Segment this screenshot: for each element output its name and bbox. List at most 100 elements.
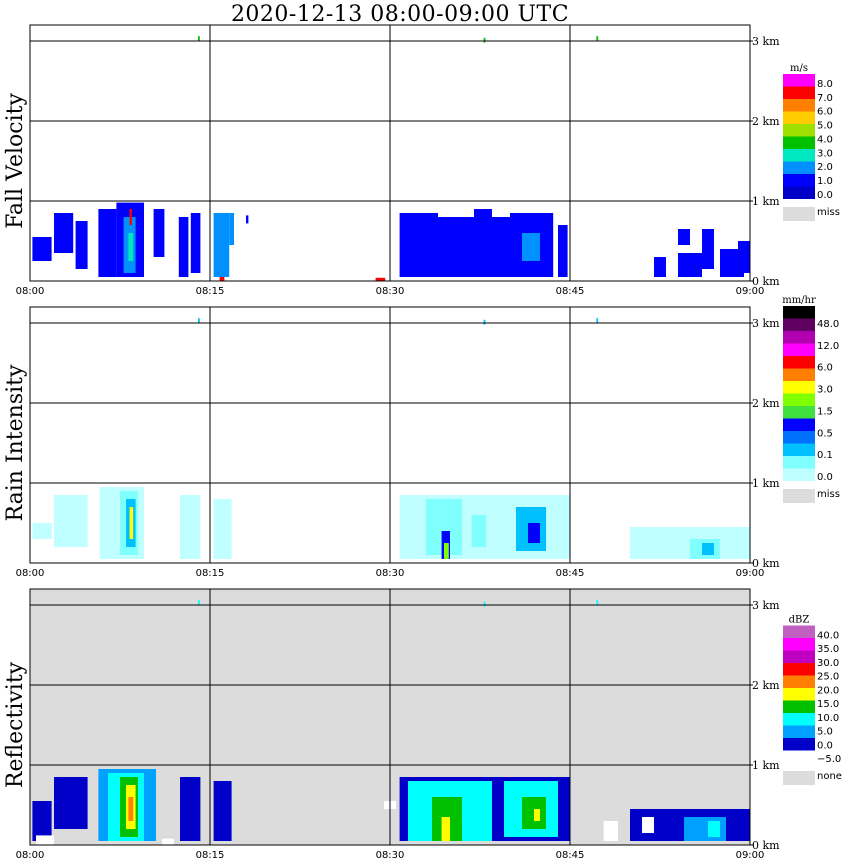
- height-tick-3-km: 3 km: [752, 599, 780, 612]
- fall-velocity-echo-7: [129, 209, 132, 225]
- rain-intensity-panel: 08:00 08:15 08:30 08:45 09:000 km 1 km 2 km 3 k…: [3, 295, 840, 579]
- reflectivity-echo-6: [128, 797, 134, 821]
- height-tick-3-km: 3 km: [752, 317, 780, 330]
- rain-intensity-echo-14: [471, 515, 486, 547]
- x-tick-08-00: 08:00: [16, 286, 45, 297]
- fall-velocity-axis-label: Fall Velocity: [3, 93, 28, 229]
- x-tick-08-30: 08:30: [376, 568, 405, 579]
- fall-velocity-echo-16: [474, 209, 492, 277]
- fall-velocity-legend-swatch-7: [783, 161, 815, 174]
- fall-velocity-legend-units: m/s: [790, 63, 808, 74]
- height-tick-2-km: 2 km: [752, 397, 780, 410]
- reflectivity-legend-swatch-6: [783, 700, 815, 713]
- reflectivity-legend-swatch-8: [783, 725, 815, 738]
- rain-intensity-legend-swatch-6: [783, 381, 815, 394]
- height-tick-0-km: 0 km: [752, 557, 780, 570]
- rain-intensity-echo-6: [180, 495, 201, 559]
- fall-velocity-echo-1: [54, 213, 74, 253]
- fall-velocity-echo-24: [702, 229, 714, 269]
- rain-intensity-legend-swatch-5: [783, 368, 815, 381]
- height-tick-2-km: 2 km: [752, 115, 780, 128]
- fall-velocity-legend-swatch-6: [783, 149, 815, 162]
- fall-velocity-echo-6: [128, 233, 134, 261]
- fall-velocity-frame: [29, 24, 751, 282]
- fall-velocity-legend-swatch-1: [783, 86, 815, 99]
- reflectivity-echo-8: [213, 781, 232, 841]
- reflectivity-echo-26: [596, 600, 599, 605]
- reflectivity-legend-label-2: 30.0: [817, 658, 839, 669]
- x-tick-08-00: 08:00: [16, 850, 45, 861]
- reflectivity-echo-7: [180, 777, 201, 841]
- x-tick-09-00: 09:00: [736, 568, 765, 579]
- rain-intensity-legend-swatch-11: [783, 443, 815, 456]
- height-tick-1-km: 1 km: [752, 759, 780, 772]
- reflectivity-echo-1: [54, 777, 88, 829]
- reflectivity-legend-swatch-0: [783, 625, 815, 638]
- chart-title: 2020-12-13 08:00-09:00 UTC: [230, 2, 570, 27]
- reflectivity-legend-label-9: −5.0: [817, 754, 841, 765]
- x-tick-09-00: 09:00: [736, 850, 765, 861]
- rain-intensity-echo-13: [528, 523, 540, 543]
- height-tick-0-km: 0 km: [752, 275, 780, 288]
- x-tick-09-00: 09:00: [736, 286, 765, 297]
- fall-velocity-echo-23: [678, 229, 690, 245]
- reflectivity-legend-swatch-9: [783, 738, 815, 751]
- rain-intensity-legend-swatch-10: [783, 431, 815, 444]
- fall-velocity-legend-label-1: 7.0: [817, 93, 833, 104]
- x-tick-08-30: 08:30: [376, 286, 405, 297]
- x-tick-08-15: 08:15: [196, 286, 225, 297]
- rain-intensity-legend-swatch-13: [783, 468, 815, 481]
- fall-velocity-echo-17: [492, 217, 510, 277]
- reflectivity-panel: 08:00 08:15 08:30 08:45 09:000 km 1 km 2 km 3 k…: [3, 588, 842, 861]
- reflectivity-frame: [29, 588, 751, 846]
- reflectivity-legend-units: dBZ: [789, 615, 810, 626]
- rain-intensity-legend-label-4: 1.5: [817, 406, 833, 417]
- fall-velocity-echo-9: [178, 217, 189, 277]
- reflectivity-legend-missing-label: none: [817, 771, 842, 782]
- fall-velocity-legend-label-7: 1.0: [817, 176, 833, 187]
- fall-velocity-echo-13: [246, 215, 249, 224]
- fall-velocity-legend-label-6: 2.0: [817, 162, 833, 173]
- x-tick-08-15: 08:15: [196, 850, 225, 861]
- rain-intensity-legend-label-7: 0.0: [817, 472, 833, 483]
- fall-velocity-echo-0: [32, 237, 52, 261]
- height-tick-1-km: 1 km: [752, 195, 780, 208]
- reflectivity-echo-0: [32, 801, 52, 841]
- fall-velocity-echo-22: [678, 253, 702, 277]
- reflectivity-echo-25: [483, 601, 486, 607]
- fall-velocity-echo-8: [153, 209, 165, 257]
- rain-intensity-legend-swatch-1: [783, 318, 815, 331]
- reflectivity-echo-15: [534, 809, 540, 821]
- reflectivity-echo-23: [642, 817, 654, 833]
- fall-velocity-echo-30: [483, 37, 486, 43]
- rain-intensity-legend-label-0: 48.0: [817, 319, 839, 330]
- x-tick-08-30: 08:30: [376, 850, 405, 861]
- fall-velocity-echo-29: [198, 36, 200, 41]
- reflectivity-echo-22: [603, 821, 618, 841]
- rain-intensity-legend-missing-swatch: [783, 489, 815, 503]
- reflectivity-legend-swatch-3: [783, 663, 815, 676]
- reflectivity-legend-swatch-1: [783, 638, 815, 651]
- fall-velocity-echo-11: [213, 213, 230, 277]
- rain-intensity-echo-11: [444, 543, 449, 559]
- fall-velocity-legend-label-3: 5.0: [817, 121, 833, 132]
- rain-intensity-legend-swatch-4: [783, 356, 815, 369]
- fall-velocity-legend-swatch-8: [783, 174, 815, 187]
- reflectivity-legend-label-8: 0.0: [817, 740, 833, 751]
- rain-intensity-legend-swatch-2: [783, 331, 815, 344]
- fall-velocity-panel: 08:00 08:15 08:30 08:45 09:000 km 1 km 2 km 3 k…: [3, 24, 840, 297]
- x-tick-08-45: 08:45: [556, 286, 585, 297]
- rain-intensity-legend-label-6: 0.1: [817, 450, 833, 461]
- reflectivity-legend-label-4: 20.0: [817, 685, 839, 696]
- height-tick-1-km: 1 km: [752, 477, 780, 490]
- reflectivity-legend-swatch-7: [783, 713, 815, 726]
- fall-velocity-legend-missing-label: miss: [817, 207, 840, 218]
- reflectivity-legend-swatch-2: [783, 650, 815, 663]
- fall-velocity-legend-missing-swatch: [783, 207, 815, 221]
- reflectivity-echo-24: [198, 600, 200, 605]
- fall-velocity-echo-12: [229, 213, 234, 245]
- reflectivity-legend-missing-swatch: [783, 771, 815, 785]
- fall-velocity-legend-swatch-3: [783, 111, 815, 124]
- fall-velocity-legend-label-5: 3.0: [817, 148, 833, 159]
- fall-velocity-legend-swatch-0: [783, 74, 815, 87]
